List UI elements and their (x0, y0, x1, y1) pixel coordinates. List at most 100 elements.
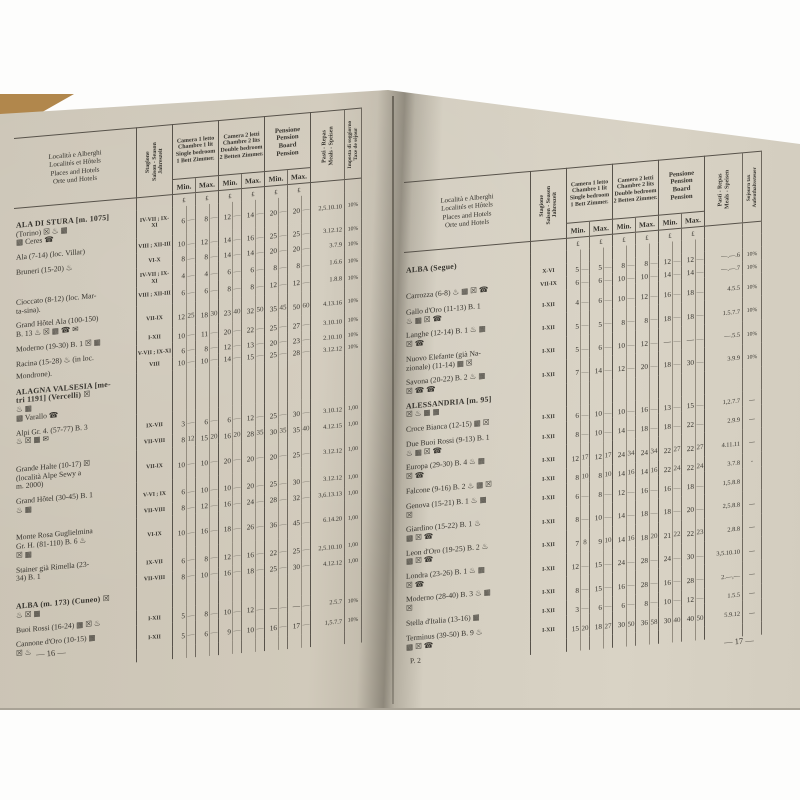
price-cell: — (672, 567, 681, 592)
price-cell: — (301, 595, 310, 612)
price-cell: 16 (635, 476, 649, 502)
price-cell: 10 (589, 403, 603, 420)
price-cell (186, 643, 195, 658)
price-cell: 18 (195, 300, 209, 325)
price-cell: — (603, 285, 612, 310)
price-cell: — (695, 301, 704, 326)
price-cell: 6 (589, 333, 603, 359)
price-cell: 20 (218, 441, 232, 476)
price-cell: — (209, 231, 218, 248)
price-cell: — (603, 573, 612, 598)
price-cell: 14 (241, 199, 255, 230)
price-cell: 9 (218, 617, 232, 642)
price-cell: 6 (195, 407, 209, 433)
price-cell (255, 576, 264, 601)
price-cell: 14 (218, 230, 232, 247)
price-cell: 5 (566, 335, 580, 361)
price-cell (241, 362, 255, 405)
price-cell: — (186, 263, 195, 283)
price-cell: — (186, 205, 195, 235)
price-cell: 12 (218, 542, 232, 568)
price-cell: — (232, 565, 241, 579)
price-cell (589, 635, 603, 651)
price-cell: — (287, 596, 301, 613)
season-cell: I-XII (530, 445, 566, 472)
price-cell (635, 376, 649, 401)
price-cell: — (672, 326, 681, 351)
season-cell: VII-IX (136, 303, 172, 331)
tax-cell: 10% (344, 590, 362, 608)
price-cell: 15 (589, 550, 603, 576)
price-cell (612, 633, 626, 649)
price-cell: — (255, 333, 264, 350)
price-cell: 25 (287, 224, 301, 241)
pasti-header: Pasti - Repas Meals - Speisen (704, 152, 742, 227)
price-cell: 22 (658, 435, 672, 461)
price-cell: 30 (658, 606, 672, 632)
price-cell (241, 576, 255, 602)
tax-cell: — (742, 513, 762, 539)
price-cell: — (255, 402, 264, 427)
price-cell: 14 (241, 243, 255, 260)
price-cell: — (695, 565, 704, 590)
price-cell (672, 373, 681, 398)
price-cell: 27 (287, 315, 301, 332)
price-cell: — (626, 547, 635, 573)
price-cell: — (580, 551, 589, 577)
price-cell: — (209, 406, 218, 431)
hotel-name-line: ☒ ▦ (16, 549, 32, 560)
price-cell: 8 (264, 256, 278, 277)
price-cell (301, 572, 310, 597)
pasti-cell: 2,5.10.10 (310, 192, 344, 224)
price-cell: 10 (172, 325, 186, 342)
price-cell (278, 574, 287, 599)
price-cell: 25 (264, 347, 278, 362)
tax-cell: 10% (344, 190, 362, 221)
price-cell: — (580, 598, 589, 615)
price-cell: 10 (172, 514, 186, 548)
locality-header: Località e Alberghi Localités et Hôtels Pl… (14, 127, 136, 209)
price-cell: 18 (589, 612, 603, 638)
price-cell: — (232, 244, 241, 261)
tax-cell: — (742, 536, 762, 562)
price-cell (626, 244, 635, 259)
price-cell: 32 (241, 296, 255, 321)
tax-cell: 10% (344, 218, 362, 236)
price-cell: 22 (681, 433, 695, 459)
price-cell: 10 (195, 353, 209, 368)
price-cell: 6 (566, 405, 580, 422)
price-cell: — (232, 335, 241, 352)
price-cell: 16 (218, 428, 232, 444)
price-cell: 10 (172, 234, 186, 251)
season-cell: I-XII (530, 615, 566, 643)
price-cell: — (255, 439, 264, 472)
price-cell: — (301, 253, 310, 273)
price-cell: 25 (264, 561, 278, 577)
price-cell: — (186, 569, 195, 583)
price-cell: — (301, 467, 310, 492)
price-cell: — (186, 233, 195, 250)
price-cell: 14 (612, 416, 626, 442)
price-cell: — (672, 396, 681, 413)
text-line: Saison - Season (151, 141, 158, 181)
tax-cell: 10% (344, 605, 362, 631)
price-cell: 4 (172, 264, 186, 285)
price-cell: 23 (695, 518, 704, 543)
price-cell: 27 (603, 611, 612, 636)
text-line: Jahreszeit (551, 191, 558, 218)
price-cell: — (278, 612, 287, 637)
price-cell: — (209, 543, 218, 568)
signature-mark: P. 2 (409, 655, 422, 666)
price-cell: — (603, 417, 612, 443)
hotel-name-line: ☒ (406, 603, 413, 613)
text-line: Meals - Speisen (723, 169, 730, 210)
price-cell (218, 364, 232, 407)
price-cell: — (658, 327, 672, 352)
pension-header: Pensione Pension Board Pension (264, 112, 310, 173)
hotel-price-table-right: Località e Alberghi Localités et Hôtels Pl… (404, 150, 762, 667)
price-cell: 25 (186, 301, 195, 326)
price-cell (195, 642, 209, 657)
tax-cell: 10% (344, 267, 362, 289)
price-cell: 8 (172, 249, 186, 266)
price-cell: — (301, 272, 310, 293)
